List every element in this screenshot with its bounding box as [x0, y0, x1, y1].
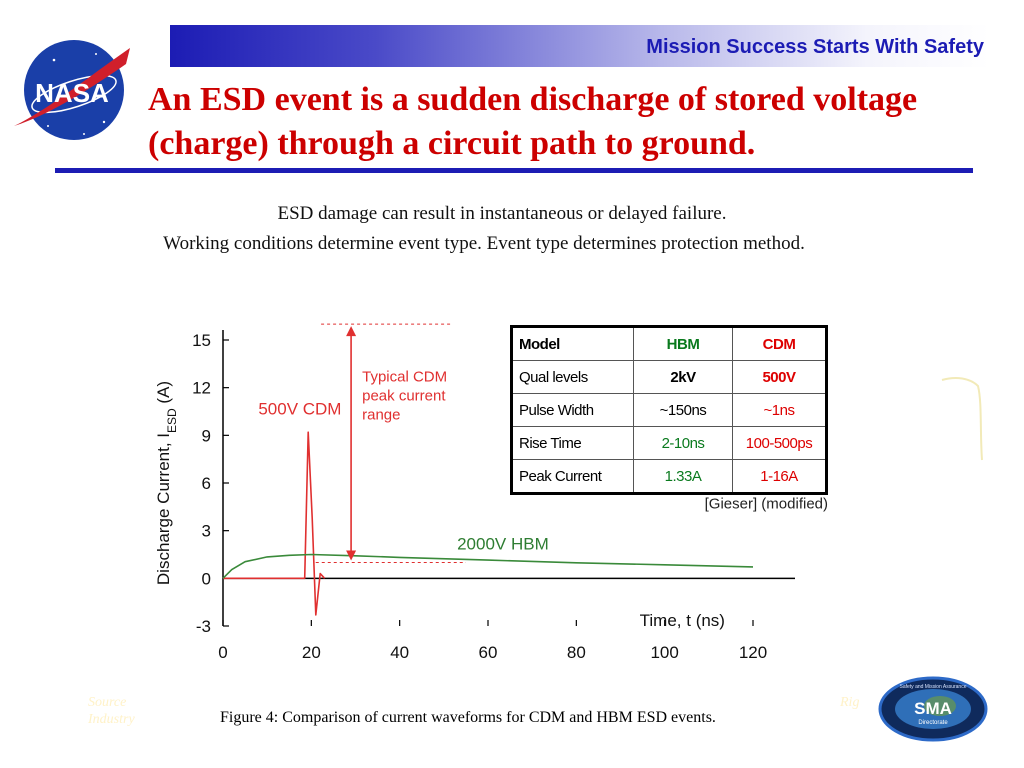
table-cell: Pulse Width: [511, 393, 634, 427]
table-row: Pulse Width ~150ns ~1ns: [511, 393, 827, 427]
table-row: Peak Current 1.33A 1-16A: [511, 459, 827, 494]
range-arrow-head-top: [346, 326, 357, 337]
y-tick-label: 6: [202, 474, 211, 493]
source-note: [Gieser] (modified): [705, 495, 828, 512]
table-cell: 2-10ns: [633, 426, 733, 460]
y-tick-label: 9: [202, 426, 211, 445]
table-cell: 500V: [732, 360, 827, 394]
table-cell: Rise Time: [511, 426, 634, 460]
y-tick-label: 12: [192, 379, 211, 398]
table-cell: Qual levels: [511, 360, 634, 394]
header-banner: [170, 25, 990, 67]
table-cell: ~1ns: [732, 393, 827, 427]
table-cell: 1.33A: [633, 459, 733, 494]
range-label-line: Typical CDM: [362, 368, 447, 385]
nasa-logo-icon: NASA: [14, 40, 130, 140]
y-tick-label: 0: [202, 569, 211, 588]
table-header-cdm: CDM: [732, 326, 827, 361]
x-tick-label: 80: [567, 643, 586, 662]
figure-caption: Figure 4: Comparison of current waveform…: [220, 709, 716, 726]
header-tagline: Mission Success Starts With Safety: [646, 36, 984, 58]
x-tick-label: 0: [218, 643, 227, 662]
y-axis-label-unit: (A): [154, 381, 173, 408]
table-cell: ~150ns: [633, 393, 733, 427]
esd-model-table: Model HBM CDM Qual levels 2kV 500V Pulse…: [510, 325, 828, 495]
range-label-line: range: [362, 406, 400, 423]
table-header-model: Model: [511, 326, 634, 361]
footer-source-line: Industry: [88, 712, 135, 727]
cdm-series-label: 500V CDM: [258, 400, 341, 419]
table-row: Rise Time 2-10ns 100-500ps: [511, 426, 827, 460]
subtitle-line-1: ESD damage can result in instantaneous o…: [277, 203, 727, 224]
subtitle-line-2: Working conditions determine event type.…: [163, 233, 805, 254]
sma-badge-ring-text: Safety and Mission Assurance: [900, 684, 967, 690]
y-axis-label-subscript: ESD: [165, 408, 179, 433]
y-tick-label: -3: [196, 617, 211, 636]
slide-title: An ESD event is a sudden discharge of st…: [148, 81, 918, 162]
footer-source-note: Source Industry: [88, 694, 135, 728]
range-arrow-head-bottom: [346, 550, 357, 561]
table-header-hbm: HBM: [633, 326, 733, 361]
range-label-line: peak current: [362, 387, 446, 404]
y-axis-label: Discharge Current, IESD (A): [154, 381, 179, 585]
chart-annotations: 500V CDM 2000V HBM Typical CDM peak current…: [258, 323, 828, 563]
sma-badge-icon: Safety and Mission Assurance SMA Directo…: [878, 676, 988, 742]
y-tick-label: 3: [202, 522, 211, 541]
y-axis-label-main: Discharge Current, I: [154, 433, 173, 585]
x-tick-label: 100: [650, 643, 678, 662]
series-line-cdm: [223, 431, 326, 616]
table-cell: 2kV: [633, 360, 733, 394]
series-line-hbm: [222, 553, 754, 579]
table-cell: 100-500ps: [732, 426, 827, 460]
table-row: Qual levels 2kV 500V: [511, 360, 827, 394]
table-header-row: Model HBM CDM: [511, 326, 827, 361]
chart-axes: -3 0 3 6 9 12 15 0 20 40 60 80 100 120 Time, t (ns) Dis…: [154, 330, 795, 662]
nasa-logo-text: NASA: [35, 78, 109, 108]
x-axis-label: Time, t (ns): [640, 611, 725, 630]
footer-right-note: Rig: [840, 695, 860, 710]
esd-waveform-chart: -3 0 3 6 9 12 15 0 20 40 60 80 100 120 Time, t (ns) Dis…: [154, 323, 828, 662]
hbm-series-label: 2000V HBM: [457, 535, 549, 554]
x-tick-label: 20: [302, 643, 321, 662]
x-tick-label: 60: [479, 643, 498, 662]
sma-badge-title: SMA: [914, 699, 952, 718]
sma-badge-subtitle: Directorate: [918, 720, 948, 726]
x-tick-label: 120: [739, 643, 767, 662]
footer-source-line: Source: [88, 695, 127, 710]
table-cell: 1-16A: [732, 459, 827, 494]
pen-mark-icon: [941, 377, 983, 461]
title-divider: [55, 168, 973, 173]
chart-series: [222, 431, 754, 616]
table-cell: Peak Current: [511, 459, 634, 494]
y-tick-label: 15: [192, 331, 211, 350]
x-tick-label: 40: [390, 643, 409, 662]
